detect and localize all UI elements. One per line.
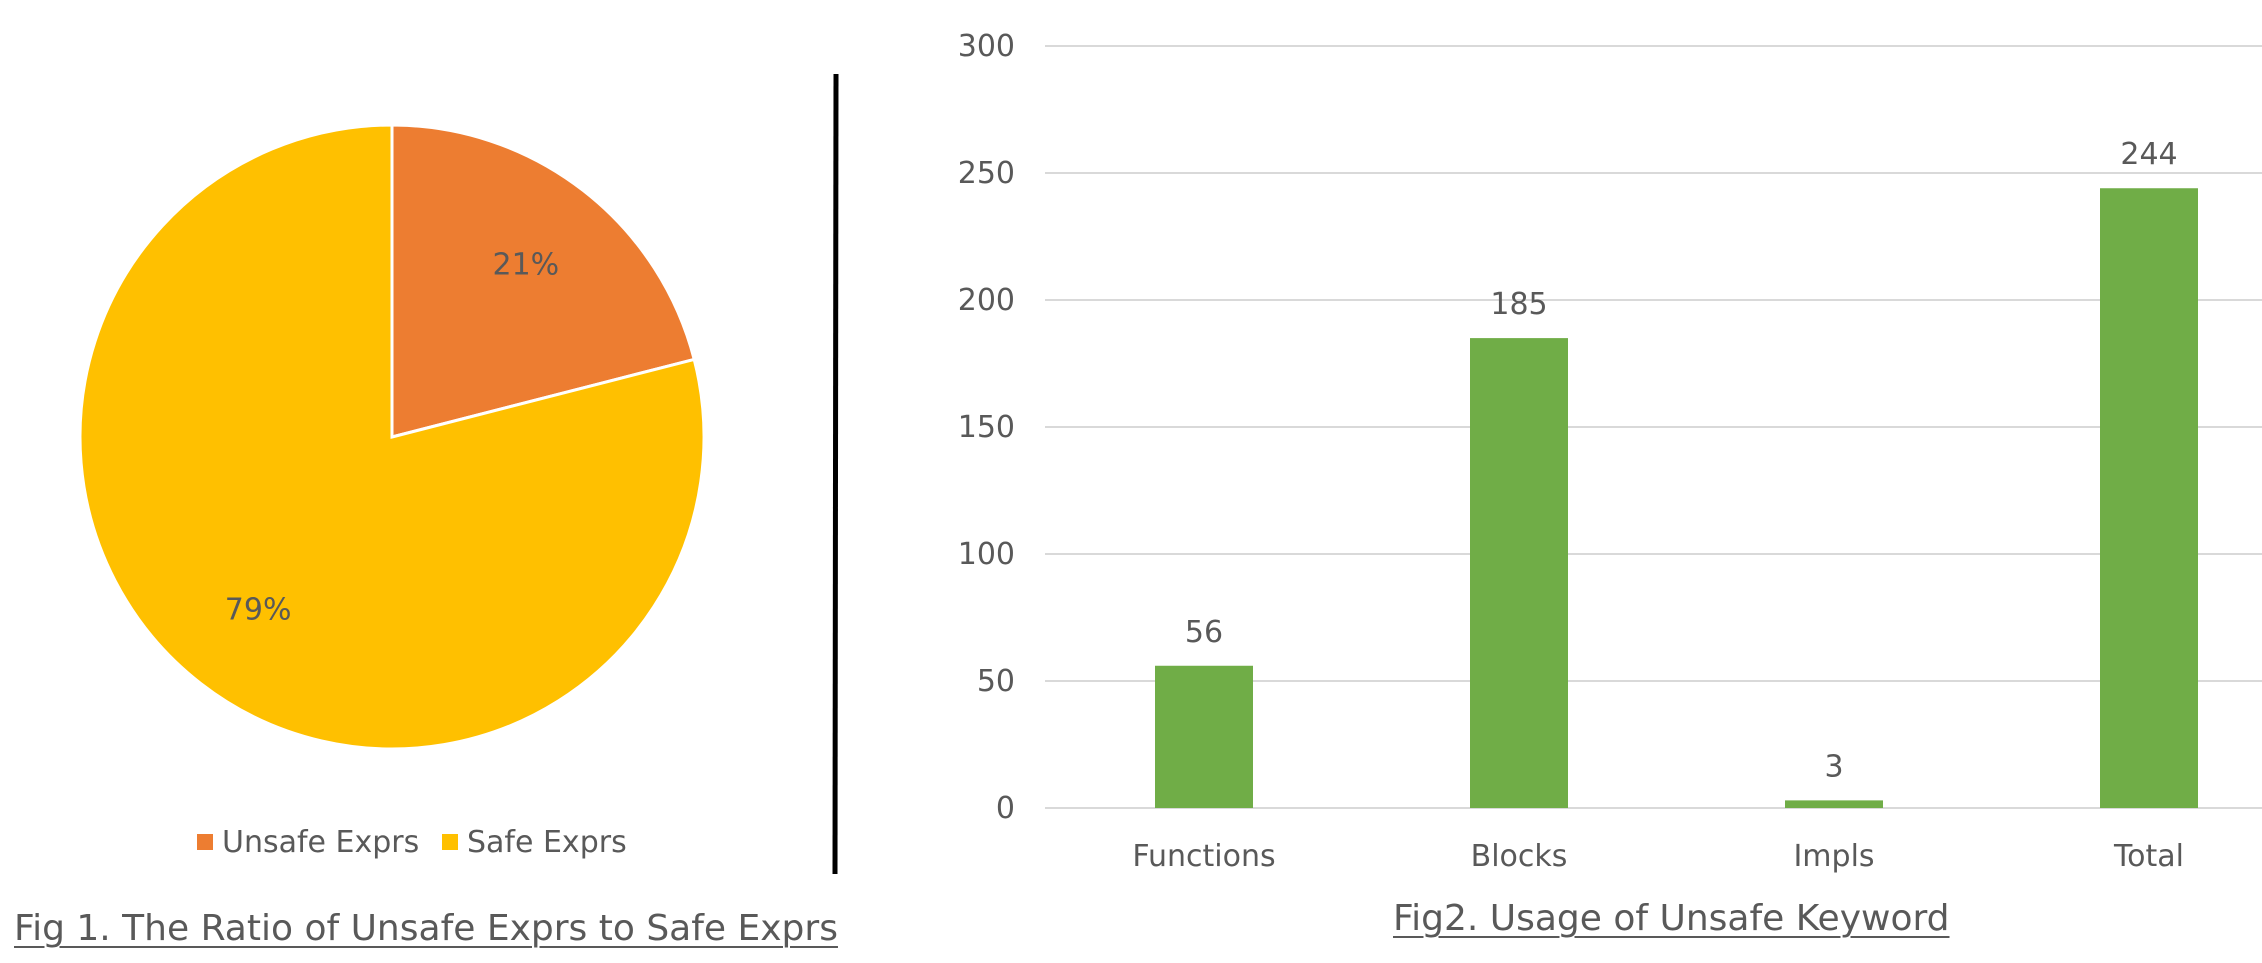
legend-label-safe-exprs: Safe Exprs: [467, 825, 627, 860]
bar-data-label-total: 244: [2120, 137, 2177, 172]
bar-chart: 0 50 100 150 200 250 300 56 185 3 244 Functions Bl…: [958, 29, 2262, 874]
y-tick-label-150: 150: [958, 410, 1015, 445]
pie-caption: Fig 1. The Ratio of Unsafe Exprs to Safe…: [14, 908, 838, 949]
x-tick-label-total: Total: [2113, 839, 2184, 874]
figure-divider: [832, 73, 839, 875]
pie-data-label-unsafe-exprs: 21%: [493, 247, 560, 282]
y-tick-label-100: 100: [958, 537, 1015, 572]
y-tick-label-250: 250: [958, 156, 1015, 191]
bar-data-label-functions: 56: [1185, 615, 1223, 650]
bar-data-label-impls: 3: [1824, 749, 1843, 784]
legend-swatch-safe-exprs: [442, 834, 458, 850]
bar-impls: [1785, 800, 1883, 808]
y-tick-label-0: 0: [996, 791, 1015, 826]
bar-functions: [1155, 665, 1253, 808]
pie-slice-unsafe-exprs: [390, 123, 697, 439]
bar-blocks: [1470, 338, 1568, 808]
legend-swatch-unsafe-exprs: [197, 834, 213, 850]
pie-chart: 21% 79% Unsafe Exprs Safe Exprs: [78, 123, 706, 860]
legend-label-unsafe-exprs: Unsafe Exprs: [222, 825, 419, 860]
y-tick-label-200: 200: [958, 283, 1015, 318]
x-tick-label-blocks: Blocks: [1471, 839, 1568, 874]
pie-data-label-safe-exprs: 79%: [225, 593, 292, 628]
divider-line: [832, 73, 839, 875]
pie-slice-safe-exprs: [78, 123, 706, 751]
bar-caption: Fig2. Usage of Unsafe Keyword: [1393, 898, 1950, 939]
x-tick-label-functions: Functions: [1132, 839, 1275, 874]
y-tick-label-300: 300: [958, 29, 1015, 64]
y-tick-label-50: 50: [977, 664, 1015, 699]
x-tick-label-impls: Impls: [1793, 839, 1874, 874]
bar-data-label-blocks: 185: [1490, 287, 1547, 322]
bar-total: [2100, 188, 2198, 809]
